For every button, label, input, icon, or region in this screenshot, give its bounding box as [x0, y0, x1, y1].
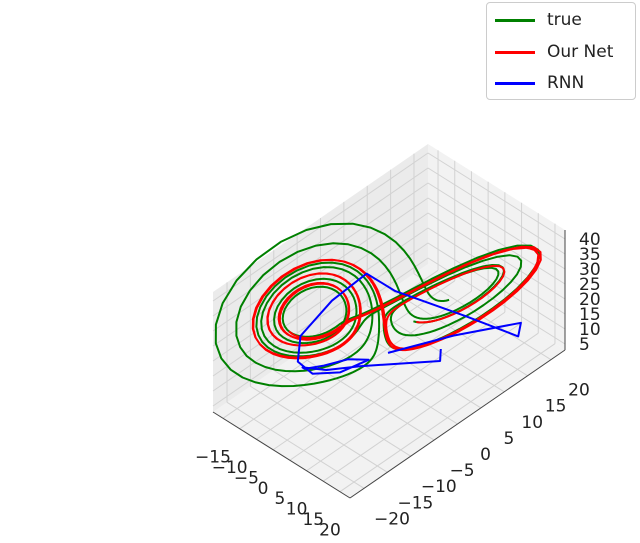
x-tick-label: 5 [274, 489, 285, 509]
x-axis-line [212, 411, 351, 499]
y-tick-label: −15 [397, 493, 433, 513]
y-gridline-floor [273, 369, 412, 457]
legend: true Our Net RNN [486, 2, 636, 100]
axes-grid [212, 150, 566, 493]
y-tick-label: 10 [521, 413, 543, 433]
legend-swatch-rnn [495, 81, 535, 85]
z-gridline-left [212, 227, 429, 377]
z-tick-label: 20 [579, 290, 601, 310]
axes-edges [212, 230, 566, 499]
y-tick-label: −10 [421, 477, 457, 497]
x-tick-label: −15 [195, 447, 231, 467]
legend-item-rnn: RNN [495, 71, 584, 95]
z-tick-label: 30 [579, 260, 601, 280]
z-tick-label: 10 [579, 320, 601, 340]
y-tick-label: 15 [545, 397, 567, 417]
tick-labels: −15−10−505101520−20−15−10−50510152051015… [195, 230, 601, 541]
x-tick-label: 15 [302, 510, 324, 530]
legend-label-our-net: Our Net [547, 42, 614, 62]
z-gridline-back [427, 152, 566, 240]
x-tick-label: −5 [234, 468, 259, 488]
z-gridline-back [427, 197, 566, 285]
z-tick-label: 5 [579, 335, 590, 355]
z-gridline-left [212, 182, 429, 332]
z-gridline-back [427, 182, 566, 270]
z-tick-label: 40 [579, 230, 601, 250]
x-tick-label: 10 [286, 500, 308, 520]
y-gridline-floor [390, 289, 528, 377]
z-gridline-left [212, 197, 429, 347]
legend-item-our-net: Our Net [495, 40, 613, 64]
z-gridline-back [427, 227, 566, 315]
series-line-rnn [296, 272, 522, 375]
y-gridline-floor [250, 385, 388, 473]
y-gridline-floor [226, 401, 365, 489]
z-tick-label: 35 [579, 245, 601, 265]
x-tick-label: −10 [212, 458, 248, 478]
y-tick-label: 0 [480, 445, 491, 465]
legend-label-rnn: RNN [547, 73, 585, 93]
z-tick-label: 25 [579, 275, 601, 295]
series-layer [214, 222, 542, 388]
z-gridline-left [212, 242, 429, 392]
series-line-our-net [251, 245, 542, 360]
z-gridline-left [212, 257, 429, 407]
z-gridline-back [427, 167, 566, 255]
y-tick-label: −20 [374, 509, 410, 529]
y-gridline-floor [320, 337, 458, 425]
y-gridline-floor [343, 321, 482, 409]
x-tick-label: 0 [258, 479, 269, 499]
legend-swatch-our-net [495, 50, 535, 54]
legend-label-true: true [547, 10, 582, 30]
back-wall-pane [428, 144, 565, 350]
x-tick-label: 20 [319, 521, 341, 541]
y-tick-label: 20 [568, 381, 590, 401]
y-axis-line [349, 349, 566, 499]
z-tick-label: 15 [579, 305, 601, 325]
y-tick-label: −5 [450, 461, 475, 481]
legend-swatch-true [495, 18, 535, 22]
legend-item-true: true [495, 8, 582, 32]
y-tick-label: 5 [503, 429, 514, 449]
